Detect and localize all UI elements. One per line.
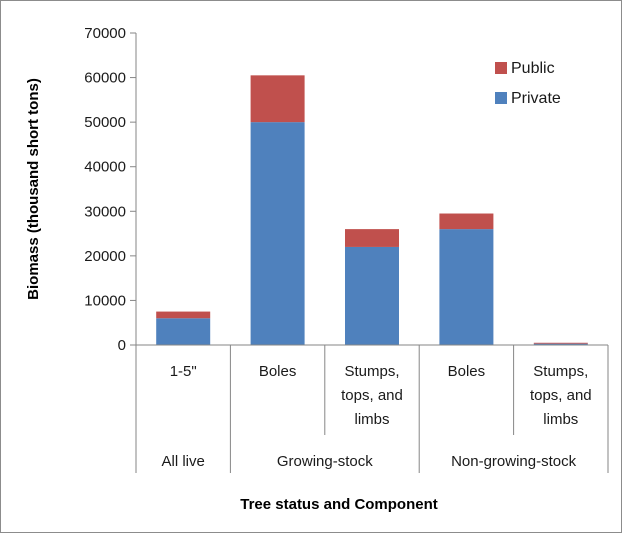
y-tick-label: 0 xyxy=(118,337,126,354)
y-tick-label: 60000 xyxy=(84,70,126,87)
x-axis-title: Tree status and Component xyxy=(240,496,438,513)
legend-swatch-public xyxy=(495,62,507,74)
bar-public xyxy=(156,311,211,319)
y-tick-label: 70000 xyxy=(84,25,126,42)
y-tick-label: 10000 xyxy=(84,292,126,309)
bar-private xyxy=(533,343,588,345)
y-axis-title: Biomass (thousand short tons) xyxy=(25,78,42,300)
category-label: Stumps, xyxy=(533,363,588,380)
category-label: Boles xyxy=(448,363,486,380)
bar-private xyxy=(439,229,494,345)
group-label: Growing-stock xyxy=(277,453,373,470)
y-tick-label: 40000 xyxy=(84,159,126,176)
y-tick-label: 20000 xyxy=(84,248,126,265)
category-label: Stumps, xyxy=(344,363,399,380)
bar-public xyxy=(439,213,494,230)
group-label: Non-growing-stock xyxy=(451,453,577,470)
legend-label-public: Public xyxy=(511,60,555,77)
bar-private xyxy=(250,122,305,346)
bar-public xyxy=(345,229,399,247)
y-tick-label: 50000 xyxy=(84,114,126,131)
category-label: tops, and xyxy=(341,387,403,404)
group-label: All live xyxy=(162,453,205,470)
category-label: 1-5" xyxy=(170,363,197,380)
legend-swatch-private xyxy=(495,92,507,104)
bar-public xyxy=(250,75,305,123)
category-label: tops, and xyxy=(530,387,592,404)
y-tick-label: 30000 xyxy=(84,203,126,220)
category-label: Boles xyxy=(259,363,297,380)
bar-private xyxy=(156,318,211,345)
bar-private xyxy=(345,246,399,345)
category-label: limbs xyxy=(543,411,578,428)
bar-public xyxy=(533,342,588,344)
legend-label-private: Private xyxy=(511,90,561,107)
category-label: limbs xyxy=(354,411,389,428)
